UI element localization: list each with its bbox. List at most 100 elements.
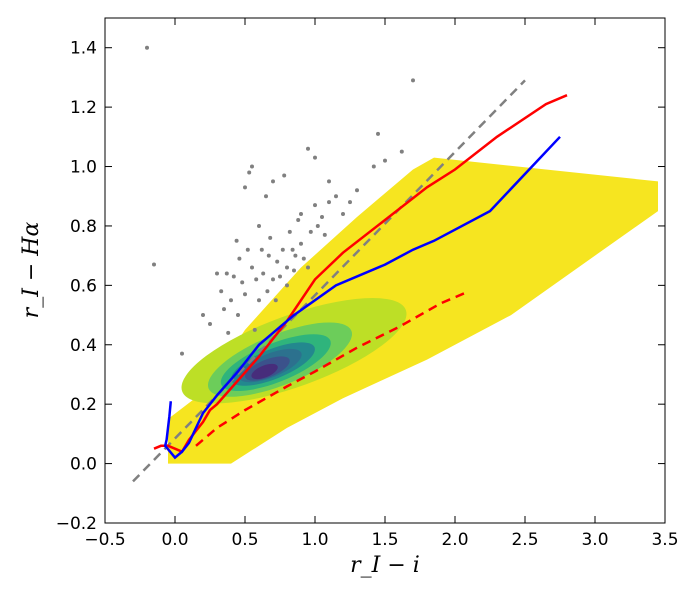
scatter-point <box>411 78 415 83</box>
scatter-point <box>236 313 240 318</box>
scatter-point <box>222 307 226 312</box>
model-lines <box>132 79 568 483</box>
density-level-0 <box>168 157 658 464</box>
series-line-3 <box>195 290 470 447</box>
scatter-point <box>234 238 239 243</box>
y-tick-label: 1.2 <box>70 98 97 118</box>
y-axis-label: r_I − Hα <box>19 222 44 319</box>
y-tick-label: 1.4 <box>70 39 97 59</box>
scatter-point <box>308 229 313 234</box>
scatter-point <box>152 262 156 267</box>
scatter-point <box>327 200 331 205</box>
outlier-points <box>145 45 415 356</box>
scatter-point <box>306 146 310 151</box>
scatter-point <box>296 218 301 222</box>
scatter-point <box>313 155 317 160</box>
scatter-point <box>293 253 298 258</box>
scatter-point <box>250 164 254 169</box>
x-tick-label: 3.0 <box>581 530 608 550</box>
scatter-point <box>383 158 387 163</box>
x-tick-label: −0.5 <box>84 530 125 550</box>
scatter-point <box>285 265 289 270</box>
scatter-point <box>261 271 266 276</box>
scatter-point <box>245 247 250 252</box>
scatter-point <box>290 247 295 252</box>
scatter-point <box>265 289 270 294</box>
scatter-point <box>208 321 212 326</box>
series-line-1 <box>153 94 568 454</box>
scatter-point <box>301 256 306 261</box>
scatter-point <box>224 271 229 276</box>
scatter-point <box>287 229 292 234</box>
scatter-point <box>334 194 338 199</box>
scatter-point <box>259 247 264 252</box>
scatter-point <box>282 173 287 178</box>
scatter-point <box>145 45 149 50</box>
y-tick-label: 0.2 <box>70 395 97 415</box>
scatter-point <box>254 277 259 282</box>
y-axis-ticks: −0.2 0.0 0.2 0.4 0.6 0.8 1.0 1.2 1.4 <box>56 39 665 534</box>
scatter-point <box>299 212 303 217</box>
series-line-2 <box>163 135 561 460</box>
series-line-0 <box>132 79 526 483</box>
density-level-7 <box>251 363 278 380</box>
y-tick-label: 1.0 <box>70 158 97 178</box>
scatter-point <box>278 274 282 279</box>
scatter-point <box>243 292 247 297</box>
scatter-point <box>240 280 245 285</box>
scatter-point <box>306 265 310 270</box>
x-tick-label: 2.5 <box>511 530 538 550</box>
scatter-point <box>280 247 285 252</box>
y-tick-label: −0.2 <box>56 514 97 534</box>
density-contours <box>168 157 658 464</box>
scatter-point <box>315 223 320 228</box>
scatter-point <box>271 277 275 282</box>
scatter-point <box>292 268 296 273</box>
scatter-point <box>201 313 205 318</box>
scatter-point <box>250 265 254 270</box>
scatter-point <box>371 164 376 169</box>
scatter-point <box>320 215 324 220</box>
scatter-point <box>268 235 273 240</box>
scatter-point <box>231 274 236 279</box>
scatter-point <box>215 271 219 276</box>
scatter-point <box>252 327 257 332</box>
scatter-point <box>341 212 345 217</box>
scatter-point <box>271 179 275 184</box>
scatter-point <box>322 232 327 237</box>
scatter-point <box>180 351 184 356</box>
scatter-point <box>219 289 224 294</box>
scatter-point <box>313 203 317 208</box>
scatter-point <box>243 185 247 190</box>
scatter-point <box>348 200 352 205</box>
y-tick-label: 0.6 <box>70 276 97 296</box>
scatter-point <box>275 259 280 264</box>
x-axis-label: r_I − i <box>350 553 420 578</box>
scatter-point <box>399 149 404 154</box>
x-tick-label: 1.0 <box>301 530 328 550</box>
scatter-point <box>257 298 261 303</box>
x-tick-label: 1.5 <box>371 530 398 550</box>
scatter-point <box>327 179 331 184</box>
scatter-point <box>285 283 289 288</box>
y-tick-label: 0.0 <box>70 455 97 475</box>
scatter-point <box>299 241 303 246</box>
y-tick-label: 0.8 <box>70 217 97 237</box>
x-axis-ticks: −0.5 0.0 0.5 1.0 1.5 2.0 2.5 3.0 3.5 <box>84 18 679 550</box>
y-tick-label: 0.4 <box>70 336 97 356</box>
x-tick-label: 0.5 <box>231 530 258 550</box>
scatter-point <box>247 170 252 175</box>
scatter-point <box>229 298 233 303</box>
scatter-point <box>264 194 268 199</box>
scatter-point <box>237 256 242 261</box>
scatter-point <box>266 253 271 258</box>
scatter-point <box>257 223 261 228</box>
x-tick-label: 3.5 <box>651 530 678 550</box>
scatter-point <box>355 188 359 193</box>
scatter-point <box>226 330 231 335</box>
x-tick-label: 2.0 <box>441 530 468 550</box>
scatter-point <box>273 298 278 303</box>
scatter-point <box>376 131 380 136</box>
x-tick-label: 0.0 <box>161 530 188 550</box>
